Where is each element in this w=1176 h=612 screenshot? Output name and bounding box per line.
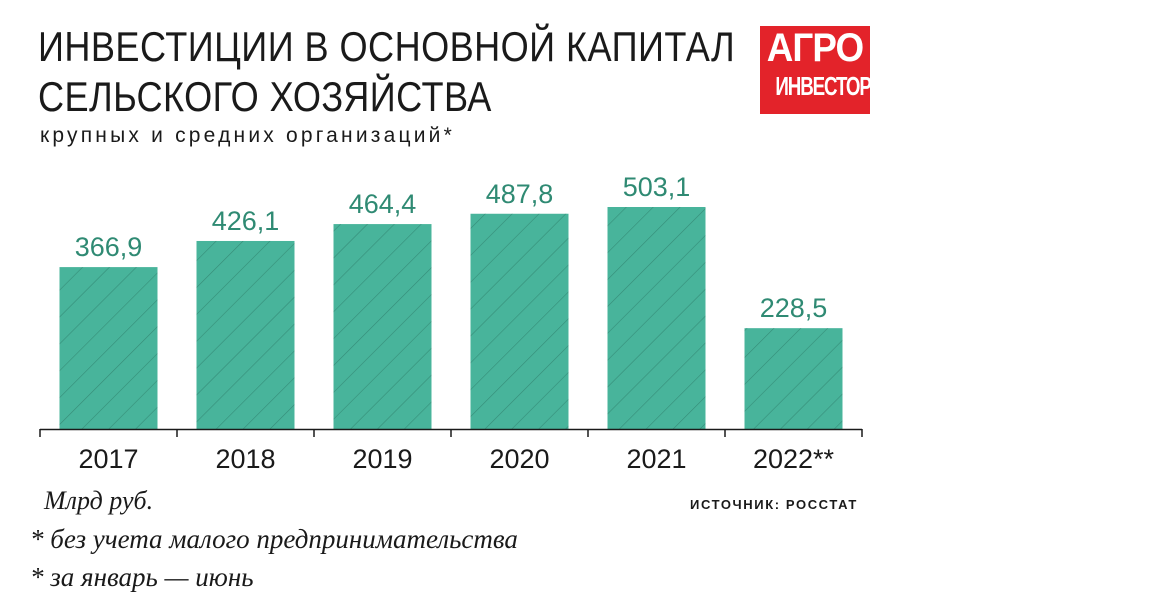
unit-label: Млрд руб. — [44, 486, 154, 515]
data-label: 487,8 — [486, 179, 554, 209]
agroinvestor-logo: АГРО ИНВЕСТОР — [760, 26, 872, 114]
x-tick-label: 2018 — [215, 444, 275, 474]
x-tick-label: 2020 — [489, 444, 549, 474]
chart-title-line2: СЕЛЬСКОГО ХОЗЯЙСТВА — [38, 73, 492, 120]
bar-hatch — [744, 328, 843, 429]
bar-hatch — [59, 267, 158, 429]
footnote-2: * за январь — июнь — [30, 562, 254, 592]
chart-subtitle: крупных и средних организаций* — [40, 124, 455, 147]
x-tick-label: 2017 — [78, 444, 138, 474]
footnote-1: * без учета малого предпринимательства — [30, 524, 518, 554]
source-label: ИСТОЧНИК: РОССТАТ — [690, 497, 858, 512]
bar-hatch — [333, 224, 432, 429]
bar-hatch — [607, 207, 706, 429]
data-label: 464,4 — [349, 189, 417, 219]
data-label: 426,1 — [212, 206, 280, 236]
x-tick-label: 2019 — [352, 444, 412, 474]
x-tick-label: 2022** — [753, 444, 835, 474]
chart-title-line1: ИНВЕСТИЦИИ В ОСНОВНОЙ КАПИТАЛ — [38, 23, 736, 70]
chart-title: ИНВЕСТИЦИИ В ОСНОВНОЙ КАПИТАЛ СЕЛЬСКОГО … — [38, 22, 736, 122]
data-label: 366,9 — [75, 232, 143, 262]
bar-hatch — [470, 213, 569, 429]
data-label: 503,1 — [623, 172, 691, 202]
logo-line1: АГРО — [766, 26, 864, 70]
x-tick-label: 2021 — [626, 444, 686, 474]
data-label: 228,5 — [760, 293, 828, 323]
bar-hatch — [196, 240, 295, 429]
